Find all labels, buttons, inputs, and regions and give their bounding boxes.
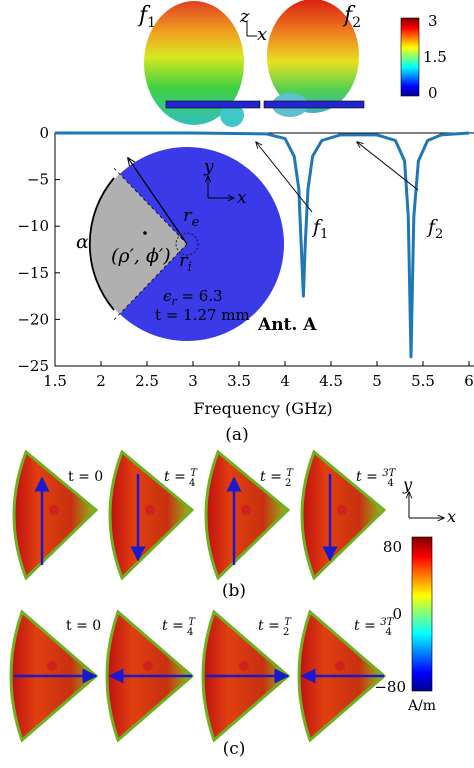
inset-coord-label: (ρ′, ϕ′) <box>111 245 171 267</box>
current-panel-c: t = 3T 4 <box>297 609 395 743</box>
pattern-label-f1: f1 <box>137 3 156 31</box>
time-label: t = 0 <box>66 618 101 634</box>
current-panel-b: t = 3T 4 <box>300 449 397 581</box>
pattern-lobe-f2 <box>267 0 359 113</box>
x-tick-group: 1.5 2 2.5 3 3.5 4 4.5 5 5.5 6 <box>43 361 474 390</box>
annotation-arrow-f1 <box>256 142 313 213</box>
pattern-colorbar-tick-max: 3 <box>428 12 438 30</box>
inset-name-label: Ant. A <box>257 315 317 335</box>
radiation-patterns: f1 f2 z x 3 1.5 0 <box>137 0 447 127</box>
caption-c: (c) <box>223 739 246 759</box>
inset-feed-point <box>143 231 147 235</box>
annotation-arrow-f2 <box>357 142 419 191</box>
caption-a: (a) <box>225 425 248 445</box>
inset-axis-x-label: x <box>237 188 247 208</box>
y-tick-label: −5 <box>27 171 49 189</box>
top-axis-x: x <box>257 24 267 45</box>
pattern-lobe-f1-tail <box>220 103 244 127</box>
bc-axis-y: y <box>402 475 413 494</box>
bc-axis-x: x <box>447 507 456 526</box>
current-hotspot <box>335 661 345 671</box>
plot-frame <box>54 132 474 367</box>
inset-re-label: re <box>183 205 200 230</box>
x-tick-label: 3.5 <box>227 372 251 390</box>
current-panel-c: t = 0 <box>9 609 101 743</box>
inset-sector <box>90 174 187 314</box>
current-hotspot <box>49 505 59 515</box>
y-tick-label: −20 <box>17 310 49 328</box>
ground-plane-f1 <box>165 100 261 109</box>
current-colorbar: 80 0 −80 A/m <box>374 536 436 714</box>
pattern-colorbar-tick-mid: 1.5 <box>423 48 447 66</box>
inset-ri-label: ri <box>179 250 192 275</box>
x-tick-label: 5 <box>372 372 382 390</box>
x-tick-label: 2 <box>96 372 106 390</box>
y-tick-group: 0 −5 −10 −15 −20 −25 <box>17 124 60 375</box>
pattern-label-f2: f2 <box>342 3 361 31</box>
s11-curve <box>55 131 470 359</box>
y-tick-label: 0 <box>39 124 49 142</box>
bc-axes: y x <box>402 475 456 526</box>
top-axis-z: z <box>239 6 250 27</box>
time-label: t = 3T 4 <box>354 617 395 638</box>
time-label: t = 0 <box>68 469 103 485</box>
x-tick-label: 3 <box>188 372 198 390</box>
inset-dash-lower <box>111 243 188 323</box>
pattern-lobe-f1 <box>144 1 244 125</box>
x-tick-label: 1.5 <box>43 372 67 390</box>
current-hotspot <box>241 505 251 515</box>
annotation-f1: f1 <box>311 216 328 242</box>
current-hotspot <box>239 661 249 671</box>
antenna-inset: y x re ri α (ρ′, ϕ′) ϵr = 6.3 t = 1.27 m… <box>76 147 317 341</box>
current-hotspot <box>47 661 57 671</box>
current-hotspot <box>337 505 347 515</box>
current-hotspot <box>145 505 155 515</box>
current-colorbar-tick-max: 80 <box>383 538 402 556</box>
inset-re-arrow <box>128 158 188 245</box>
ground-plane-f2 <box>263 100 365 109</box>
x-axis-label: Frequency (GHz) <box>193 399 332 418</box>
current-colorbar-unit: A/m <box>407 698 436 714</box>
current-colorbar-tick-min: −80 <box>374 678 406 696</box>
chart: 1.5 2 2.5 3 3.5 4 4.5 5 5.5 6 0 −5 −10 −15 −20 −25 y x… <box>17 124 474 445</box>
pattern-colorbar <box>400 17 420 97</box>
current-panel-b: t = 0 <box>12 449 103 581</box>
inset-dash-upper <box>111 165 188 245</box>
inset-alpha-label: α <box>76 231 89 253</box>
caption-b: (b) <box>222 581 246 601</box>
annotation-f2: f2 <box>426 216 443 242</box>
y-tick-label: −25 <box>17 357 49 375</box>
inset-feed-circle <box>175 232 199 256</box>
y-tick-label: −10 <box>17 217 49 235</box>
x-tick-label: 5.5 <box>411 372 435 390</box>
x-tick-label: 6 <box>464 372 474 390</box>
inset-axis-y-label: y <box>203 157 214 177</box>
x-tick-label: 2.5 <box>135 372 159 390</box>
x-tick-label: 4.5 <box>319 372 343 390</box>
current-distributions: t = 0 t = 0 t = T 4 t = T 4 t = T 2 t = T 2 t = 3T… <box>9 449 397 743</box>
time-label: t = 3T 4 <box>356 468 397 489</box>
current-colorbar-tick-mid: 0 <box>392 605 402 623</box>
top-axes-glyph: z x <box>239 6 267 45</box>
inset-eps-label: ϵr = 6.3 <box>163 287 223 308</box>
current-hotspot <box>143 661 153 671</box>
inset-alpha-arc <box>88 177 115 311</box>
x-tick-label: 4 <box>280 372 290 390</box>
y-tick-label: −15 <box>17 264 49 282</box>
pattern-colorbar-tick-min: 0 <box>428 84 438 102</box>
inset-thickness-label: t = 1.27 mm <box>155 306 250 324</box>
